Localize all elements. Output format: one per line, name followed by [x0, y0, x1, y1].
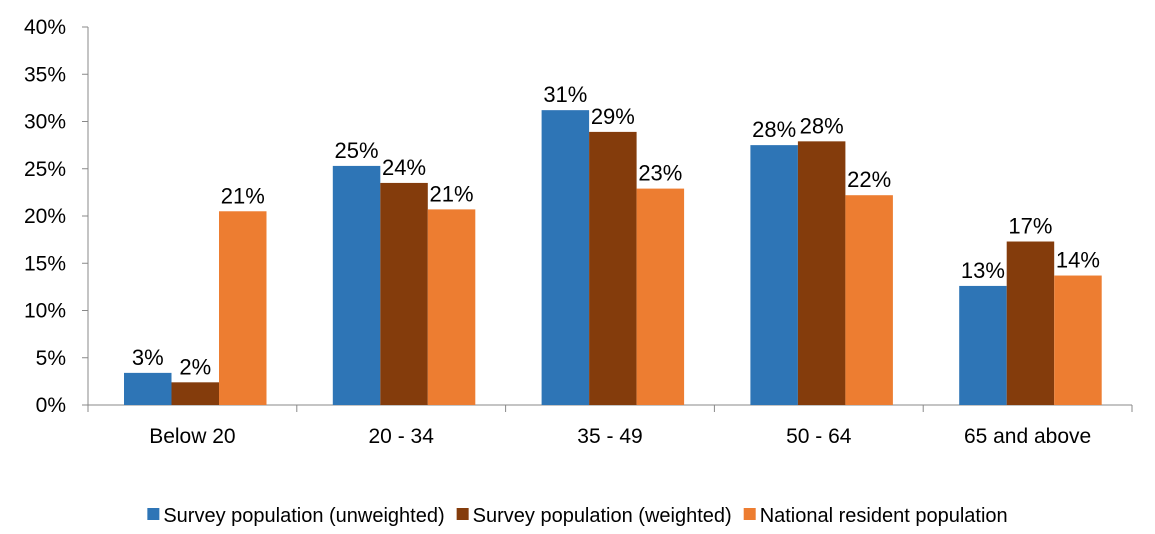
bar	[380, 182, 428, 405]
legend-label: Survey population (weighted)	[473, 505, 732, 527]
bar	[797, 141, 846, 405]
legend-item: Survey population (unweighted)	[147, 505, 445, 527]
data-label: 24%	[382, 155, 426, 180]
legend-swatch	[147, 508, 160, 520]
x-tick-label: 20 - 34	[369, 425, 435, 448]
data-label: 28%	[800, 113, 844, 138]
bar	[332, 165, 381, 405]
legend-swatch	[456, 508, 469, 520]
y-tick-label: 15%	[24, 252, 66, 275]
data-label: 13%	[961, 258, 1005, 283]
data-label: 17%	[1008, 214, 1052, 239]
bar	[1054, 275, 1102, 405]
bar	[959, 285, 1007, 405]
legend-swatch	[743, 508, 756, 520]
bar	[219, 211, 267, 405]
y-tick-label: 0%	[36, 394, 66, 417]
data-label: 21%	[221, 183, 265, 208]
x-tick-label: 35 - 49	[577, 425, 642, 448]
legend-item: Survey population (weighted)	[456, 505, 732, 527]
bar	[750, 145, 798, 405]
x-tick-label: Below 20	[149, 425, 235, 448]
bar	[845, 195, 893, 405]
data-label: 29%	[591, 104, 635, 129]
data-label: 3%	[132, 345, 164, 370]
data-label: 23%	[638, 161, 682, 186]
legend-item: National resident population	[743, 505, 1008, 527]
data-label: 2%	[179, 354, 211, 379]
y-tick-label: 5%	[36, 347, 66, 370]
bar	[636, 188, 685, 405]
y-tick-label: 10%	[24, 300, 66, 323]
bar	[541, 110, 590, 405]
bar	[589, 131, 637, 405]
legend-label: Survey population (unweighted)	[163, 505, 444, 527]
y-tick-label: 25%	[24, 158, 66, 181]
legend-label: National resident population	[760, 505, 1008, 527]
x-tick-label: 65 and above	[964, 425, 1091, 448]
bar	[1006, 241, 1055, 405]
y-tick-label: 20%	[24, 205, 66, 228]
data-label: 22%	[847, 167, 891, 192]
data-label: 28%	[752, 117, 796, 142]
bar	[124, 372, 172, 405]
data-label: 31%	[543, 82, 587, 107]
data-labels: 3% 25% 31% 28% 13% 2% 24% 29% 28% 17% 21% 21% 23% 22%…	[132, 82, 1100, 379]
bars	[124, 110, 1102, 405]
data-label: 25%	[335, 138, 379, 163]
bar	[427, 209, 476, 405]
y-tick-label: 30%	[24, 111, 66, 134]
axes: 0% 5% 10% 15% 20% 25% 30% 35% 40% Below 20 20 - 34…	[24, 16, 1133, 448]
data-label: 14%	[1056, 248, 1100, 273]
y-tick-label: 35%	[24, 63, 66, 86]
x-tick-label: 50 - 64	[786, 425, 852, 448]
legend: Survey population (unweighted) Survey pop…	[147, 505, 1008, 527]
data-label: 21%	[430, 181, 474, 206]
bar	[171, 382, 219, 405]
y-tick-label: 40%	[24, 16, 66, 39]
